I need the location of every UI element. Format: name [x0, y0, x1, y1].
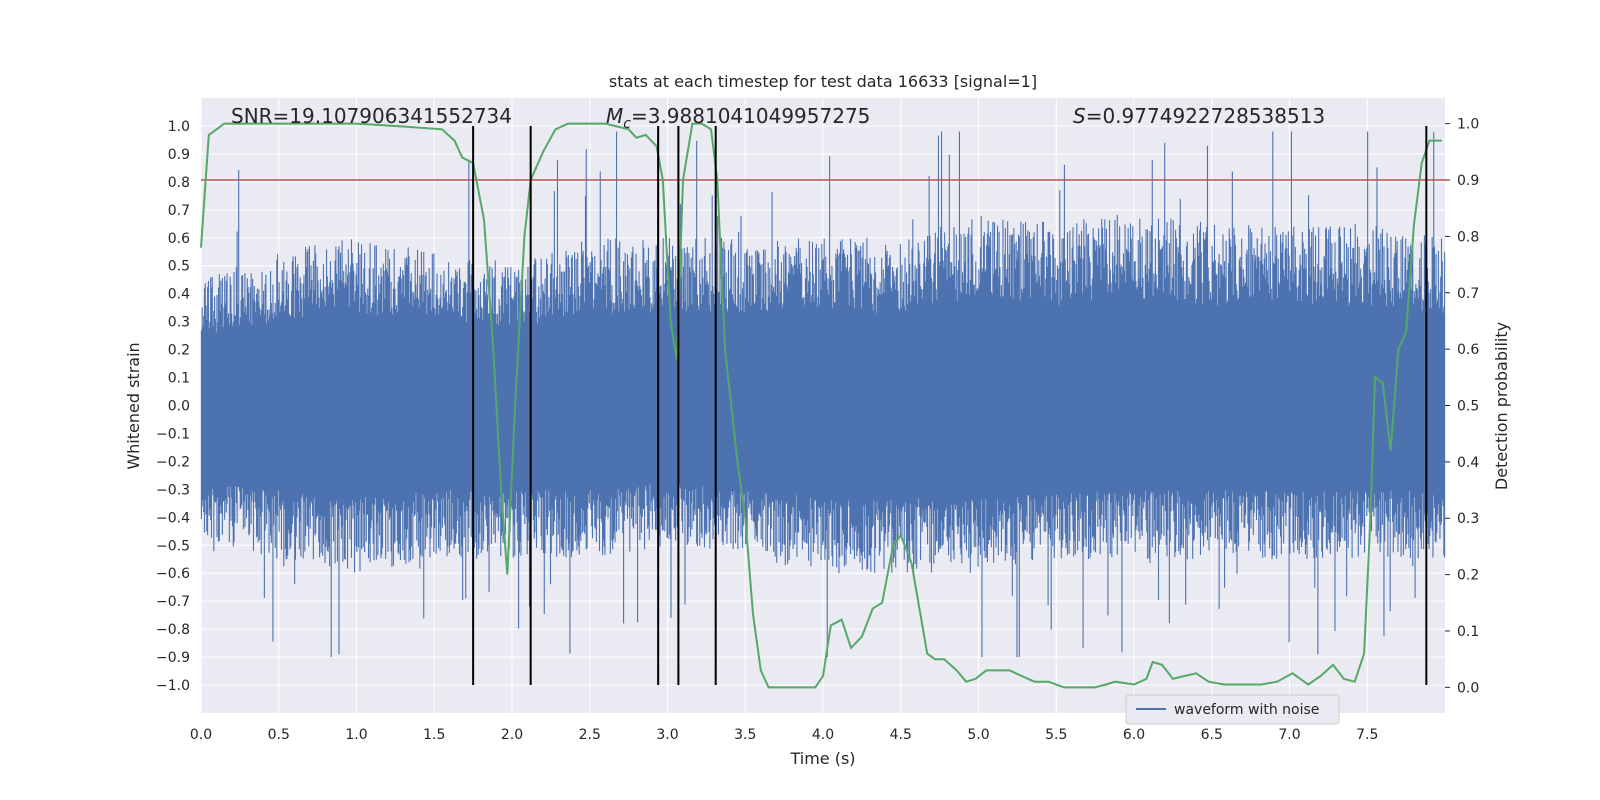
x-tick-label: 6.5 — [1201, 727, 1223, 743]
x-tick-label: 4.5 — [890, 727, 912, 743]
x-tick-labels: 0.0 0.5 1.0 1.5 2.0 2.5 3.0 3.5 4.0 4.5 5.0 5.5 6.0 6… — [190, 727, 1379, 743]
y-tick-label: −0.1 — [156, 426, 190, 442]
y-tick-label: 0.9 — [168, 147, 190, 163]
y2-tick-label: 0.5 — [1457, 399, 1479, 415]
y-tick-label: −0.4 — [156, 510, 190, 526]
x-tick-label: 6.0 — [1123, 727, 1145, 743]
y2-tick-label: 0.4 — [1457, 455, 1479, 471]
y-tick-label: −0.3 — [156, 482, 190, 498]
y2-tick-label: 0.6 — [1457, 342, 1479, 358]
legend-box — [1125, 694, 1340, 725]
y-tick-label: −0.7 — [156, 594, 190, 610]
y2-tick-label: 0.1 — [1457, 624, 1479, 640]
y2-tick-label: 0.3 — [1457, 511, 1479, 527]
x-tick-label: 7.0 — [1278, 727, 1300, 743]
waveform-trace — [200, 131, 1446, 658]
x-axis-label: Time (s) — [789, 749, 855, 768]
y2-tick-label: 0.8 — [1457, 229, 1479, 245]
x-tick-label: 3.0 — [656, 727, 678, 743]
chirp-mass-subscript: c — [623, 116, 631, 132]
y-tick-label: 0.7 — [168, 203, 190, 219]
chirp-mass-symbol: M — [606, 104, 623, 128]
x-tick-label: 5.0 — [967, 727, 989, 743]
x-tick-label: 5.5 — [1045, 727, 1067, 743]
y-tick-label: −0.6 — [156, 566, 190, 582]
s-symbol: S — [1073, 104, 1086, 128]
legend-label: waveform with noise — [1174, 702, 1319, 718]
y-tick-label: −1.0 — [156, 678, 190, 694]
chirp-mass-value: =3.9881041049957275 — [631, 104, 870, 128]
y-tick-label: −0.5 — [156, 538, 190, 554]
y-tick-label: 1.0 — [168, 119, 190, 135]
s-value: =0.9774922728538513 — [1086, 104, 1325, 128]
y-tick-label: −0.9 — [156, 650, 190, 666]
x-tick-label: 4.0 — [812, 727, 834, 743]
y-tick-label: −0.8 — [156, 622, 190, 638]
y-tick-label: −0.2 — [156, 454, 190, 470]
y-tick-label: 0.0 — [168, 399, 190, 415]
detection-probability-series — [200, 122, 1442, 689]
x-tick-label: 2.5 — [579, 727, 601, 743]
waveform-with-noise-series — [200, 131, 1446, 658]
x-tick-label: 1.0 — [345, 727, 367, 743]
y2-tick-label: 0.2 — [1457, 568, 1479, 584]
y-tick-labels: 1.0 0.9 0.8 0.7 0.6 0.5 0.4 0.3 0.2 0.1 0.0 −0.1 −0.… — [156, 119, 190, 694]
x-tick-label: 0.0 — [190, 727, 212, 743]
legend: waveform with noise — [1125, 694, 1340, 725]
snr-annotation: SNR=19.107906341552734 — [231, 104, 512, 128]
y-axis-label: Whitened strain — [124, 342, 143, 469]
y2-tick-label: 0.0 — [1457, 680, 1479, 696]
y2-axis-label: Detection probability — [1492, 322, 1511, 490]
x-tick-label: 3.5 — [734, 727, 756, 743]
y-tick-label: 0.2 — [168, 343, 190, 359]
y-tick-label: 0.6 — [168, 231, 190, 247]
y2-tick-label: 1.0 — [1457, 117, 1479, 133]
chirp-mass-annotation: Mc=3.9881041049957275 — [606, 104, 870, 132]
vertical-marker-lines — [472, 125, 1428, 686]
chart-title: stats at each timestep for test data 166… — [609, 72, 1037, 91]
x-tick-label: 1.5 — [423, 727, 445, 743]
x-tick-label: 2.0 — [501, 727, 523, 743]
y2-tick-labels: 1.0 0.9 0.8 0.7 0.6 0.5 0.4 0.3 0.2 0.1 0.0 — [1445, 117, 1479, 696]
y-tick-label: 0.8 — [168, 175, 190, 191]
y2-tick-label: 0.7 — [1457, 286, 1479, 302]
y-tick-label: 0.3 — [168, 315, 190, 331]
y2-tick-label: 0.9 — [1457, 173, 1479, 189]
x-tick-label: 7.5 — [1356, 727, 1378, 743]
y-tick-label: 0.4 — [168, 287, 190, 303]
y-tick-label: 0.5 — [168, 259, 190, 275]
x-tick-label: 0.5 — [268, 727, 290, 743]
y-tick-label: 0.1 — [168, 371, 190, 387]
s-annotation: S=0.9774922728538513 — [1073, 104, 1325, 128]
